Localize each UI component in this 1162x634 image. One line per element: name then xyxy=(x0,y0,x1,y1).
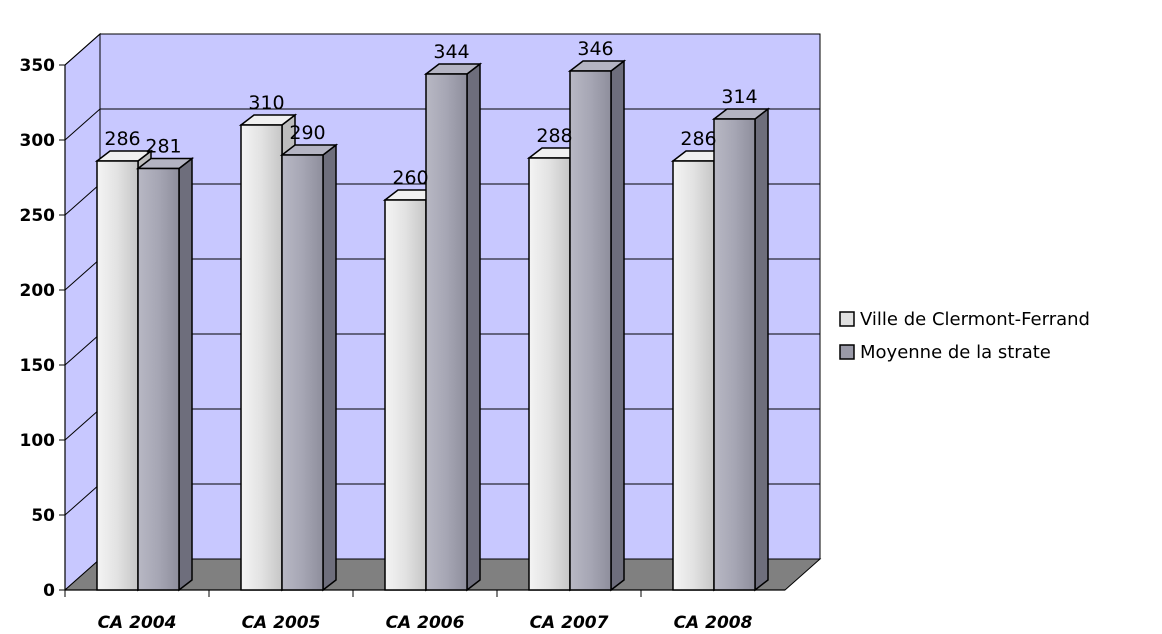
bar-front xyxy=(672,160,715,591)
data-label: 310 xyxy=(248,92,284,114)
y-tick-label: 250 xyxy=(20,206,56,226)
data-label: 344 xyxy=(433,41,469,63)
y-tick-label: 350 xyxy=(20,56,56,76)
bar-strate xyxy=(567,59,627,592)
data-label: 288 xyxy=(536,125,572,147)
x-tick-label: CA 2004 xyxy=(98,613,177,633)
data-label: 281 xyxy=(145,136,181,158)
bar-side xyxy=(754,107,769,592)
bar-strate xyxy=(423,62,483,592)
legend-item: Ville de Clermont-Ferrand xyxy=(839,309,1090,330)
bar-front xyxy=(528,157,571,591)
bar-strate xyxy=(279,143,339,592)
bar-front xyxy=(137,167,180,591)
bar-strate xyxy=(135,156,195,592)
bar-front xyxy=(713,118,756,591)
y-tick-label: 200 xyxy=(20,281,56,301)
bar-side xyxy=(610,59,625,592)
legend-item: Moyenne de la strate xyxy=(839,342,1051,363)
data-label: 260 xyxy=(392,167,428,189)
bars xyxy=(94,59,771,592)
data-label: 290 xyxy=(289,122,325,144)
y-tick-label: 150 xyxy=(20,356,56,376)
x-tick-label: CA 2008 xyxy=(674,613,753,633)
bar-front xyxy=(96,160,139,591)
legend-label: Ville de Clermont-Ferrand xyxy=(860,309,1090,330)
legend-swatch xyxy=(839,311,855,327)
bar-strate xyxy=(711,107,771,592)
bar-side xyxy=(466,62,481,592)
data-label: 286 xyxy=(104,128,140,150)
bar-side xyxy=(322,143,337,592)
legend: Ville de Clermont-Ferrand Moyenne de la s… xyxy=(839,309,1090,363)
data-label: 346 xyxy=(577,38,613,60)
bar-front xyxy=(384,199,427,591)
y-tick-label: 0 xyxy=(43,581,55,601)
y-tick-label: 300 xyxy=(20,131,56,151)
legend-label: Moyenne de la strate xyxy=(860,342,1051,363)
side-wall xyxy=(64,32,101,592)
bar-front xyxy=(240,124,283,591)
gridline xyxy=(64,33,820,66)
x-tick-label: CA 2007 xyxy=(530,613,609,633)
bar-front xyxy=(281,154,324,591)
x-tick-label: CA 2006 xyxy=(386,613,465,633)
data-label: 314 xyxy=(721,86,757,108)
bar-front xyxy=(569,70,612,591)
data-label: 286 xyxy=(680,128,716,150)
x-tick-label: CA 2005 xyxy=(242,613,321,633)
bar-front xyxy=(425,73,468,591)
legend-swatch xyxy=(839,344,855,360)
y-tick-label: 50 xyxy=(31,506,55,526)
y-tick-label: 100 xyxy=(20,431,56,451)
bar-side xyxy=(178,156,193,592)
